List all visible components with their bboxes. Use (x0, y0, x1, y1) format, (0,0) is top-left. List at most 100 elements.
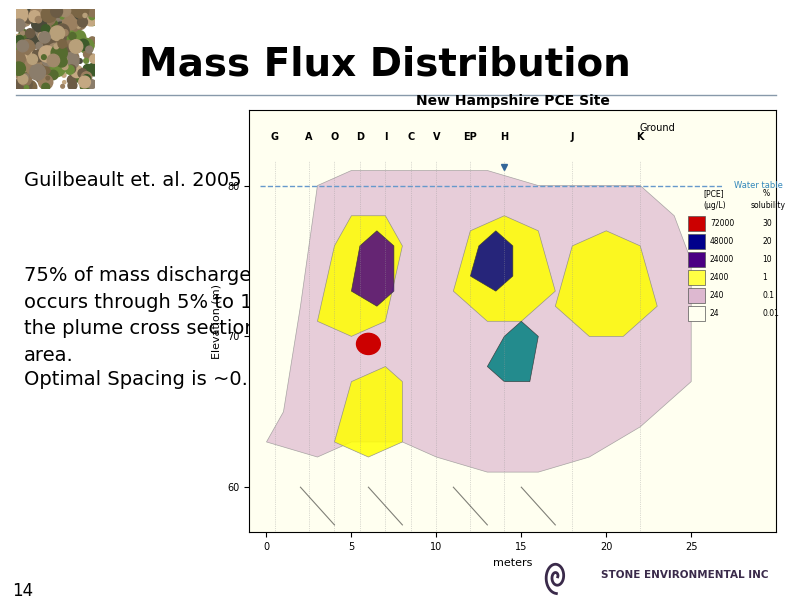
Circle shape (39, 4, 54, 19)
Circle shape (21, 85, 26, 89)
Circle shape (12, 6, 28, 21)
Circle shape (51, 6, 63, 17)
Text: Guilbeault et. al. 2005: Guilbeault et. al. 2005 (24, 171, 242, 190)
Bar (687, 288, 705, 303)
Text: 1: 1 (763, 273, 767, 282)
Circle shape (32, 32, 40, 40)
Circle shape (84, 58, 89, 63)
Circle shape (26, 8, 38, 20)
Circle shape (15, 76, 32, 93)
Circle shape (46, 76, 50, 80)
Circle shape (36, 17, 42, 23)
Circle shape (41, 7, 57, 22)
Circle shape (89, 20, 96, 26)
Circle shape (83, 64, 92, 73)
Circle shape (17, 53, 33, 70)
Circle shape (73, 31, 86, 43)
Circle shape (24, 74, 29, 79)
Circle shape (15, 65, 28, 78)
Circle shape (10, 51, 25, 66)
Circle shape (54, 44, 59, 49)
Polygon shape (266, 171, 691, 472)
Text: Optimal Spacing is ~0.5 m: Optimal Spacing is ~0.5 m (24, 370, 285, 389)
Circle shape (89, 37, 96, 44)
Circle shape (29, 53, 43, 67)
Circle shape (21, 49, 28, 56)
Circle shape (66, 30, 82, 46)
Circle shape (55, 22, 66, 32)
Circle shape (36, 23, 51, 39)
Polygon shape (470, 231, 513, 291)
Circle shape (48, 70, 58, 80)
Circle shape (40, 34, 51, 44)
Bar (687, 216, 705, 231)
Circle shape (71, 1, 89, 18)
Text: 30: 30 (763, 218, 772, 228)
Circle shape (80, 81, 92, 92)
Text: (µg/L): (µg/L) (703, 201, 725, 210)
Circle shape (82, 41, 88, 47)
Circle shape (14, 20, 21, 28)
Circle shape (70, 65, 83, 78)
Circle shape (57, 15, 63, 21)
Circle shape (55, 24, 69, 38)
Circle shape (55, 51, 67, 64)
Circle shape (30, 51, 42, 62)
Circle shape (70, 32, 86, 49)
Text: Mass Flux Distribution: Mass Flux Distribution (139, 45, 630, 83)
Circle shape (63, 53, 79, 69)
Circle shape (48, 54, 59, 67)
Circle shape (58, 23, 75, 40)
Text: I: I (383, 132, 387, 143)
Circle shape (25, 82, 35, 92)
Bar (687, 252, 705, 267)
Circle shape (19, 29, 29, 39)
Bar (687, 306, 705, 321)
Circle shape (59, 5, 70, 17)
Circle shape (78, 39, 89, 50)
Circle shape (28, 54, 37, 64)
Circle shape (67, 75, 77, 84)
Circle shape (62, 73, 66, 77)
Circle shape (39, 46, 55, 62)
Circle shape (48, 59, 66, 76)
Circle shape (19, 40, 35, 55)
Circle shape (63, 14, 78, 30)
Circle shape (44, 38, 55, 49)
Circle shape (71, 9, 79, 17)
Circle shape (13, 19, 25, 31)
Text: solubility: solubility (751, 201, 786, 210)
Text: J: J (570, 132, 574, 143)
Circle shape (59, 26, 63, 29)
Polygon shape (487, 321, 539, 382)
Circle shape (91, 54, 95, 58)
Circle shape (10, 17, 23, 31)
Circle shape (39, 59, 54, 75)
Circle shape (88, 63, 101, 76)
Circle shape (26, 74, 30, 78)
Circle shape (82, 75, 90, 83)
Circle shape (52, 39, 70, 56)
Circle shape (39, 6, 52, 20)
Polygon shape (318, 216, 402, 337)
Circle shape (11, 7, 28, 23)
Bar (687, 234, 705, 249)
X-axis label: meters: meters (493, 558, 532, 568)
Circle shape (40, 79, 45, 84)
Circle shape (62, 29, 68, 36)
Circle shape (49, 81, 52, 84)
Text: 48000: 48000 (710, 237, 734, 246)
Text: V: V (432, 132, 440, 143)
Circle shape (42, 83, 50, 91)
Circle shape (25, 56, 42, 74)
Circle shape (21, 7, 36, 22)
Circle shape (26, 73, 33, 80)
Circle shape (66, 65, 74, 74)
Bar (687, 270, 705, 285)
Circle shape (38, 32, 47, 41)
Circle shape (356, 334, 380, 354)
Text: 0.01: 0.01 (763, 309, 779, 318)
Circle shape (70, 40, 82, 53)
Circle shape (74, 6, 85, 17)
Circle shape (59, 47, 64, 53)
